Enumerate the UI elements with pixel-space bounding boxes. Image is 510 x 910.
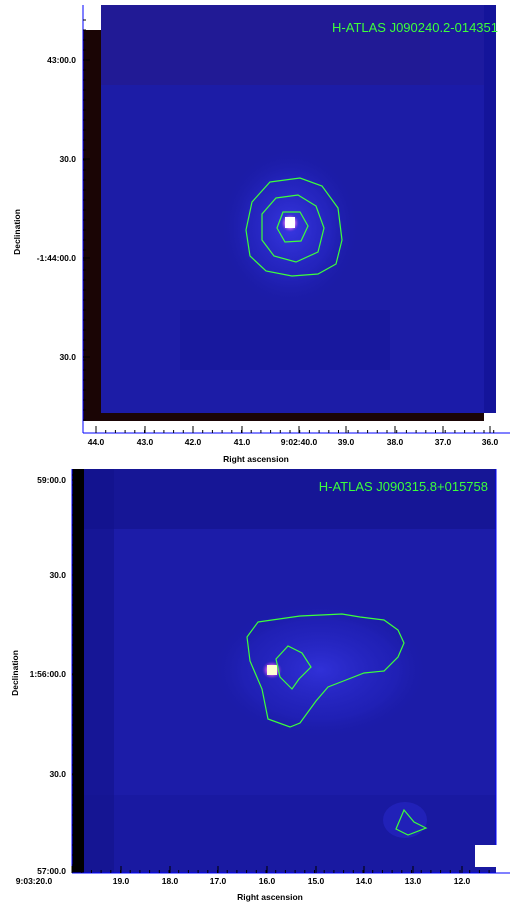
sky-shade-bottom <box>84 795 496 873</box>
x-tick-label: 39.0 <box>338 437 355 447</box>
y-tick-label: 30.0 <box>59 154 76 164</box>
contour-outer <box>246 613 405 728</box>
diffuse-emission <box>210 600 430 740</box>
x-tick-label: 41.0 <box>234 437 251 447</box>
y-tick-label: 43:00.0 <box>47 55 76 65</box>
x-tick-label: 18.0 <box>162 876 179 886</box>
panel-2-svg: H-ATLAS J090315.8+015758 59:00.0 30.0 1:… <box>10 469 510 902</box>
source-title: H-ATLAS J090315.8+015758 <box>319 479 488 494</box>
sky-image-panel-2: H-ATLAS J090315.8+015758 59:00.0 30.0 1:… <box>0 465 510 905</box>
x-tick-label: 43.0 <box>137 437 154 447</box>
y-tick-label: 57:00.0 <box>37 866 66 876</box>
sky-shade-right <box>430 5 484 413</box>
contour-inner <box>275 645 312 690</box>
sky-shade-left <box>84 469 114 873</box>
x-tick-label: 37.0 <box>435 437 452 447</box>
blank-corner-top-left <box>83 5 101 30</box>
y-tick-label: 1:56:00.0 <box>30 669 67 679</box>
source-title: H-ATLAS J090240.2-014351 <box>332 20 498 35</box>
x-tick-label: 16.0 <box>259 876 276 886</box>
tick-marks <box>83 19 495 433</box>
x-tick-label: 14.0 <box>356 876 373 886</box>
dark-border-bottom <box>83 413 485 421</box>
x-axis-title: Right ascension <box>237 892 303 902</box>
x-tick-label: 15.0 <box>308 876 325 886</box>
tick-marks <box>71 474 490 873</box>
sky-shade-edge <box>484 5 496 413</box>
x-tick-label: 42.0 <box>185 437 202 447</box>
sky-image-panel-1: H-ATLAS J090240.2-014351 43:00.0 30.0 -1… <box>12 5 510 464</box>
y-tick-label: -1:44:00.0 <box>37 253 76 263</box>
x-tick-label: 38.0 <box>387 437 404 447</box>
faint-emission <box>383 802 427 838</box>
y-tick-label: 30.0 <box>49 769 66 779</box>
source-core <box>285 217 295 228</box>
y-axis-title: Declination <box>10 650 20 696</box>
sky-shade-top <box>84 469 496 529</box>
panel-1-svg: H-ATLAS J090240.2-014351 43:00.0 30.0 -1… <box>12 5 510 464</box>
x-tick-label: 36.0 <box>482 437 499 447</box>
x-tick-label: 9:03:20.0 <box>16 876 53 886</box>
dark-border-left <box>72 469 84 873</box>
contour-outer <box>245 177 343 277</box>
x-tick-label: 9:02:40.0 <box>281 437 318 447</box>
blank-corner-bottom-right <box>475 845 510 867</box>
dark-border-left <box>83 30 101 413</box>
y-tick-label: 30.0 <box>49 570 66 580</box>
sky-shade-bottom <box>180 310 390 370</box>
source-core <box>267 665 277 675</box>
x-tick-label: 19.0 <box>113 876 130 886</box>
y-axis-title: Declination <box>12 209 22 255</box>
y-tick-label: 59:00.0 <box>37 475 66 485</box>
x-tick-label: 17.0 <box>210 876 227 886</box>
contour-middle <box>261 194 325 263</box>
x-tick-label: 13.0 <box>405 876 422 886</box>
x-tick-label: 12.0 <box>454 876 471 886</box>
blank-corner-bottom-right <box>484 413 510 433</box>
sky-shade-top <box>101 5 484 85</box>
contour-secondary <box>395 808 428 836</box>
y-tick-label: 30.0 <box>59 352 76 362</box>
x-axis-title: Right ascension <box>223 454 289 464</box>
x-tick-label: 44.0 <box>88 437 105 447</box>
contour-inner <box>276 211 309 243</box>
